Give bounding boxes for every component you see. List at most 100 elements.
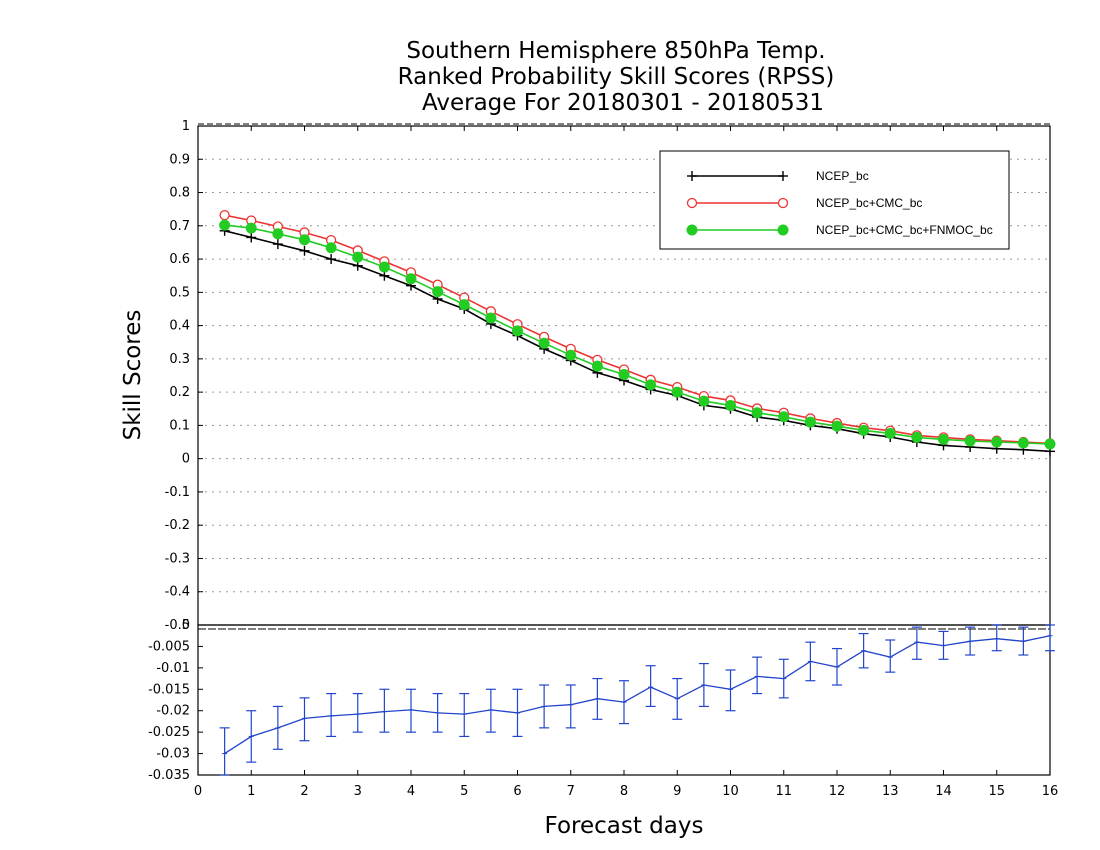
- series-2-point-8: [432, 286, 444, 298]
- series-2-point-23: [831, 420, 843, 432]
- xtick-label-bottom-0: 0: [194, 784, 202, 799]
- y-axis-title: Skill Scores: [120, 310, 146, 441]
- xtick-label-bottom-6: 6: [513, 784, 521, 799]
- legend-label-0: NCEP_bc: [816, 169, 869, 183]
- ytick-label-bottom-6: -0.005: [148, 639, 190, 654]
- ytick-label-top-11: 0.6: [169, 252, 190, 267]
- legend-label-1: NCEP_bc+CMC_bc: [816, 196, 922, 210]
- xtick-label-bottom-15: 15: [988, 784, 1005, 799]
- ytick-label-top-9: 0.4: [169, 319, 190, 334]
- xtick-label-bottom-16: 16: [1042, 784, 1059, 799]
- series-2-point-19: [725, 399, 736, 411]
- ytick-label-bottom-5: -0.01: [156, 661, 190, 676]
- title-line-3: Average For 20180301 - 20180531: [422, 90, 824, 116]
- chart-title: Southern Hemisphere 850hPa Temp. Ranked …: [398, 38, 835, 116]
- series-2-point-17: [671, 386, 683, 398]
- series-2-point-18: [698, 395, 710, 407]
- xtick-label-bottom-10: 10: [722, 784, 739, 799]
- top-panel: -0.5 -0.4 -0.3 -0.2 -0.1 0 0.1 0.2 0.3 0.4 0.5 0.6 0…: [165, 119, 1056, 633]
- series-2-point-13: [565, 349, 577, 361]
- series-line-2: [224, 224, 1051, 445]
- legend-box: [659, 150, 1010, 250]
- ytick-label-top-4: -0.1: [165, 485, 190, 500]
- ytick-label-bottom-0: -0.035: [148, 768, 190, 783]
- xtick-label-bottom-12: 12: [829, 784, 846, 799]
- ytick-label-bottom-7: 0: [182, 618, 190, 633]
- series-2-point-0: [219, 219, 231, 231]
- ytick-label-top-13: 0.8: [169, 186, 190, 201]
- xtick-label-bottom-8: 8: [620, 784, 628, 799]
- xtick-label-bottom-11: 11: [775, 784, 792, 799]
- ytick-label-top-7: 0.2: [169, 385, 190, 400]
- xtick-label-bottom-4: 4: [407, 784, 415, 799]
- bottom-panel: -0.035 -0.03 -0.025 -0.02 -0.015 -0.01 -0.005 0…: [148, 618, 1058, 799]
- series-2-point-5: [352, 251, 364, 263]
- legend-marker-a-2: [686, 224, 698, 236]
- xtick-label-bottom-3: 3: [354, 784, 362, 799]
- diff-series-0: [219, 624, 1055, 776]
- xtick-label-bottom-5: 5: [460, 784, 468, 799]
- series-0: [219, 225, 1055, 457]
- xtick-label-bottom-7: 7: [567, 784, 575, 799]
- legend: NCEP_bc NCEP_bc+CMC_bc NCEP_bc+CMC_bc+FNMO…: [659, 150, 1010, 250]
- ytick-label-top-14: 0.9: [169, 152, 190, 167]
- series-line-0: [224, 230, 1051, 453]
- series-2-point-30: [1017, 437, 1029, 449]
- ytick-label-top-15: 1: [182, 119, 190, 134]
- series-2-point-12: [538, 337, 550, 349]
- series-2-point-29: [991, 436, 1003, 448]
- ytick-label-bottom-1: -0.03: [156, 747, 190, 762]
- xtick-label-bottom-1: 1: [247, 784, 255, 799]
- legend-label-2: NCEP_bc+CMC_bc+FNMOC_bc: [816, 223, 993, 237]
- xtick-label-bottom-9: 9: [673, 784, 681, 799]
- series-2-point-7: [405, 273, 417, 285]
- legend-marker-b-1: [777, 197, 789, 209]
- ytick-label-top-8: 0.3: [169, 352, 190, 367]
- series-2-point-16: [645, 379, 657, 391]
- series-2-point-9: [458, 299, 470, 311]
- series-2-point-28: [964, 435, 976, 447]
- series-2-point-24: [858, 424, 870, 436]
- series-2-point-22: [804, 416, 816, 428]
- series-2-point-25: [884, 427, 896, 439]
- series-2: [219, 219, 1056, 450]
- plot-frame-bottom: [197, 624, 1051, 776]
- ytick-label-bottom-3: -0.02: [156, 704, 190, 719]
- series-2-point-10: [485, 312, 497, 324]
- series-2-point-27: [938, 433, 949, 445]
- series-2-point-2: [272, 228, 284, 240]
- series-2-point-26: [911, 431, 923, 443]
- ytick-label-top-1: -0.4: [165, 585, 190, 600]
- ytick-label-top-2: -0.3: [165, 551, 190, 566]
- series-2-point-15: [618, 369, 630, 381]
- ytick-label-top-3: -0.2: [165, 518, 190, 533]
- series-2-point-4: [325, 242, 337, 254]
- ytick-label-top-5: 0: [182, 452, 190, 467]
- series-2-point-21: [778, 411, 790, 423]
- ytick-label-top-6: 0.1: [169, 418, 190, 433]
- legend-items: NCEP_bc NCEP_bc+CMC_bc NCEP_bc+CMC_bc+FNMO…: [686, 169, 993, 237]
- ytick-label-bottom-2: -0.025: [148, 725, 190, 740]
- series-2-point-20: [751, 407, 763, 419]
- ytick-label-top-0: -0.5: [165, 618, 190, 633]
- series-2-point-6: [378, 261, 390, 273]
- series-2-point-14: [591, 360, 603, 372]
- legend-marker-b-2: [777, 224, 789, 236]
- x-axis-title: Forecast days: [545, 813, 704, 839]
- title-line-1: Southern Hemisphere 850hPa Temp.: [406, 38, 825, 64]
- xtick-label-bottom-2: 2: [300, 784, 308, 799]
- ytick-label-top-10: 0.5: [169, 285, 190, 300]
- title-line-2: Ranked Probability Skill Scores (RPSS): [398, 64, 835, 90]
- xtick-label-bottom-14: 14: [935, 784, 952, 799]
- series-2-point-31: [1044, 438, 1056, 450]
- xtick-label-bottom-13: 13: [882, 784, 899, 799]
- series-2-point-11: [512, 325, 523, 337]
- ytick-label-bottom-4: -0.015: [148, 682, 190, 697]
- legend-marker-a-1: [686, 197, 698, 209]
- ytick-label-top-12: 0.7: [169, 219, 190, 234]
- series-1-point-0: [219, 210, 230, 221]
- diff-line-0: [224, 635, 1051, 755]
- series-2-point-3: [299, 234, 310, 246]
- series-2-point-1: [245, 222, 257, 234]
